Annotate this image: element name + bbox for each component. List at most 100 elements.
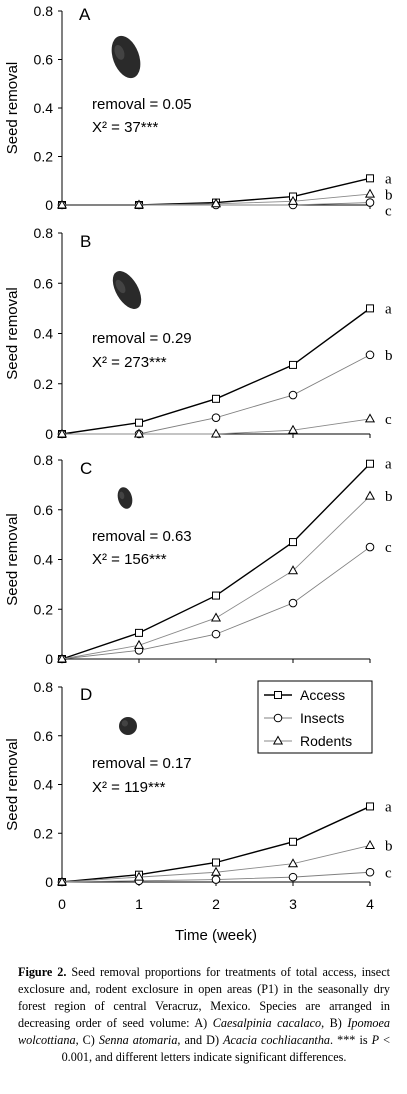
data-point — [133, 199, 145, 209]
data-point — [366, 802, 374, 811]
panel-letter: B — [80, 232, 91, 251]
seed-icon — [111, 35, 141, 79]
removal-annotation: removal = 0.17 — [92, 755, 192, 772]
y-tick-label: 0 — [45, 197, 53, 213]
y-tick-label: 0.2 — [34, 825, 54, 841]
legend-label: Insects — [300, 710, 344, 726]
removal-annotation: removal = 0.05 — [92, 96, 192, 113]
caption-segment: Acacia cochliacantha — [223, 1033, 331, 1047]
seed-icon — [119, 717, 137, 735]
caption-segment: Caesalpinia cacalaco — [212, 1016, 322, 1030]
data-point — [364, 413, 376, 423]
panel-letter: A — [79, 5, 91, 24]
figure-caption: Figure 2. Seed removal proportions for t… — [18, 964, 390, 1066]
seed-icon — [112, 271, 142, 309]
panel-d: 0 0.2 0.4 0.6 0.8 0 1 2 3 4 Time (week) Seed remova… — [4, 679, 393, 944]
data-point — [212, 394, 220, 403]
legend-item-insects: Insects — [264, 710, 344, 726]
data-point — [56, 199, 68, 209]
caption-segment: , C) — [75, 1033, 99, 1047]
data-point — [212, 858, 220, 867]
legend-item-rodents: Rodents — [264, 733, 352, 749]
legend-label: Access — [300, 687, 345, 703]
data-point — [287, 424, 299, 434]
chi-square-annotation: X² = 273*** — [92, 354, 167, 371]
legend-label: Rodents — [300, 733, 352, 749]
data-point — [211, 875, 221, 884]
significance-letter: b — [385, 489, 393, 505]
series-rodents — [56, 188, 376, 209]
data-point — [364, 839, 376, 849]
data-point — [287, 565, 299, 575]
data-point — [56, 876, 68, 886]
y-tick-label: 0 — [45, 426, 53, 442]
data-point — [133, 639, 145, 649]
x-tick-label: 2 — [212, 896, 220, 912]
legend-item-access: Access — [264, 687, 345, 703]
caption-segment: , and D) — [177, 1033, 224, 1047]
caption-segment: Ipomoea wolcottiana — [18, 1016, 390, 1047]
caption-segment: < 0.001, and different letters indicate … — [61, 1033, 390, 1064]
chi-square-annotation: X² = 119*** — [92, 779, 166, 796]
data-point — [133, 871, 145, 881]
significance-letter: c — [385, 865, 392, 881]
chi-square-annotation: X² = 37*** — [92, 119, 158, 136]
caption-label: Figure 2. — [18, 965, 67, 979]
y-tick-label: 0.6 — [34, 52, 54, 68]
data-point — [210, 198, 222, 208]
data-point — [289, 538, 297, 547]
data-point — [135, 628, 143, 637]
significance-letter: b — [385, 838, 393, 854]
data-point — [366, 174, 374, 183]
data-point — [366, 304, 374, 313]
y-tick-label: 0.6 — [34, 275, 54, 291]
x-axis-label: Time (week) — [175, 927, 257, 944]
seed-icon — [117, 487, 133, 509]
series-rodents — [56, 413, 376, 438]
significance-letter: b — [385, 348, 393, 364]
y-tick-label: 0.6 — [34, 502, 54, 518]
y-tick-label: 0.4 — [34, 326, 54, 342]
y-tick-label: 0.2 — [34, 376, 54, 392]
chi-square-annotation: X² = 156*** — [92, 551, 167, 568]
significance-letter: c — [385, 540, 392, 556]
significance-letter: a — [385, 457, 392, 473]
y-tick-label: 0 — [45, 651, 53, 667]
y-tick-label: 0.8 — [34, 452, 54, 468]
caption-segment: P — [371, 1033, 380, 1047]
data-point — [366, 459, 374, 468]
y-axis-label: Seed removal — [4, 738, 21, 831]
data-point — [288, 598, 298, 608]
legend-marker — [273, 713, 283, 723]
data-point — [135, 418, 143, 427]
y-tick-label: 0.8 — [34, 225, 54, 241]
significance-letter: b — [385, 187, 393, 203]
data-point — [212, 591, 220, 600]
data-point — [210, 612, 222, 622]
data-point — [289, 837, 297, 846]
y-tick-label: 0.4 — [34, 552, 54, 568]
y-axis-label: Seed removal — [4, 513, 21, 606]
caption-segment: Senna atomaria — [98, 1033, 178, 1047]
series-rodents — [56, 490, 376, 663]
data-point — [211, 413, 221, 422]
data-point — [287, 858, 299, 868]
removal-annotation: removal = 0.63 — [92, 528, 192, 545]
caption-segment: Seed removal proportions for treatments … — [18, 965, 390, 1030]
data-point — [289, 360, 297, 369]
y-tick-label: 0.4 — [34, 777, 54, 793]
caption-segment: . *** is — [330, 1033, 372, 1047]
removal-annotation: removal = 0.29 — [92, 330, 192, 347]
panel-letter: D — [80, 685, 92, 704]
y-axis-label: Seed removal — [4, 287, 21, 380]
data-point — [56, 428, 68, 438]
legend-marker — [274, 691, 282, 699]
data-point — [210, 428, 222, 438]
data-point — [288, 872, 298, 882]
x-tick-label: 4 — [366, 896, 374, 912]
y-tick-label: 0 — [45, 874, 53, 890]
x-tick-label: 1 — [135, 896, 143, 912]
caption-body: Seed removal proportions for treatments … — [18, 965, 390, 1064]
